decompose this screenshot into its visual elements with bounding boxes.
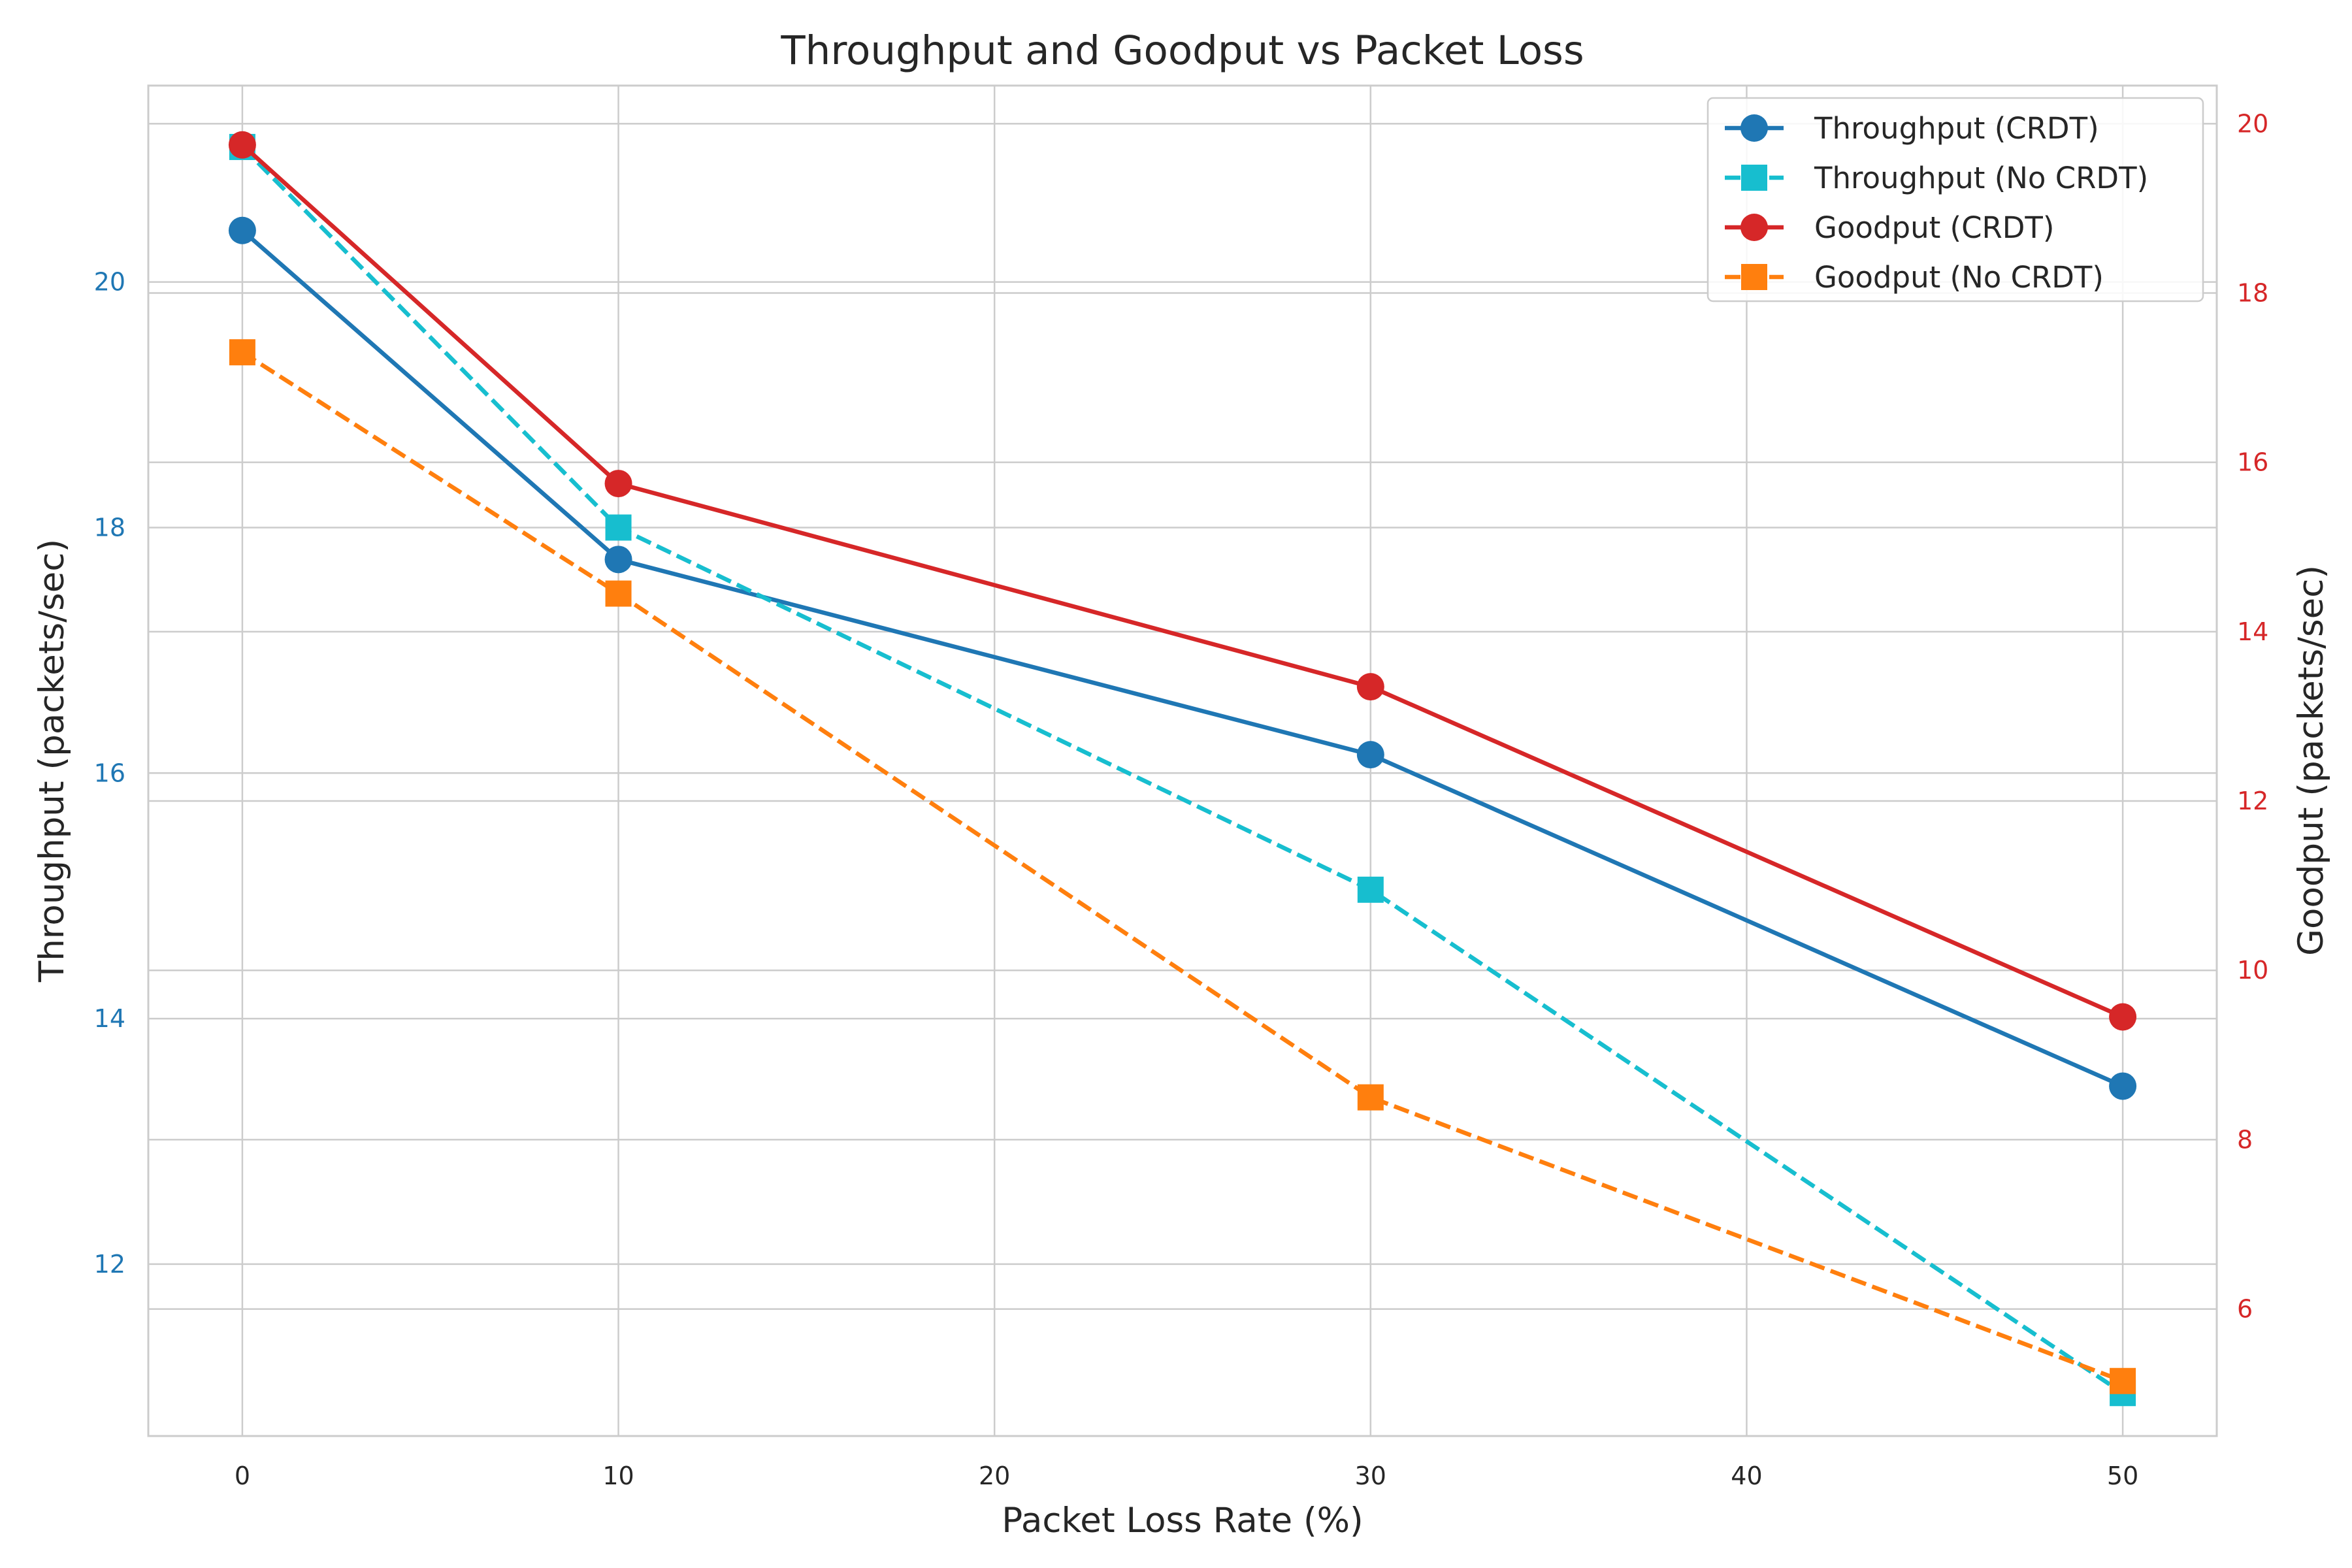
- legend-marker: [1740, 114, 1768, 142]
- data-point: [2110, 1367, 2136, 1394]
- series-line: [240, 143, 2124, 1019]
- y-right-tick-label: 14: [2237, 617, 2268, 646]
- y-right-tick-label: 8: [2237, 1125, 2253, 1154]
- x-tick-label: 20: [979, 1462, 1010, 1490]
- y-right-tick-label: 16: [2237, 448, 2268, 477]
- data-point: [2109, 1072, 2137, 1100]
- y-axis-left-label: Throughput (packets/sec): [32, 539, 72, 983]
- data-point: [605, 514, 632, 541]
- series-line: [241, 350, 2124, 1383]
- x-tick-label: 30: [1355, 1462, 1386, 1490]
- series-layer: [228, 131, 2137, 1407]
- y-left-tick-label: 20: [94, 268, 125, 297]
- legend-item: Throughput (CRDT): [1725, 111, 2099, 146]
- series-goodput-no-crdt: [229, 339, 2136, 1394]
- y-right-tick-label: 12: [2237, 787, 2268, 815]
- series-line: [240, 145, 2124, 1395]
- data-point: [605, 580, 632, 607]
- series-throughput-crdt: [228, 216, 2137, 1100]
- y-right-tick-label: 18: [2237, 279, 2268, 308]
- legend: Throughput (CRDT) Throughput (No CRDT) Goo…: [1707, 97, 2204, 302]
- y-left-tick-label: 18: [94, 513, 125, 542]
- legend-label: Throughput (CRDT): [1814, 111, 2099, 146]
- data-point: [604, 546, 632, 574]
- chart-title: Throughput and Goodput vs Packet Loss: [780, 27, 1584, 74]
- data-point: [1357, 1084, 1384, 1111]
- y-left-tick-label: 16: [94, 759, 125, 787]
- data-point: [229, 339, 255, 366]
- x-tick-label: 40: [1731, 1462, 1762, 1490]
- x-axis-label: Packet Loss Rate (%): [1002, 1501, 1363, 1541]
- y-right-tick-label: 10: [2237, 956, 2268, 985]
- data-point: [228, 131, 256, 159]
- x-tick-label: 0: [235, 1462, 250, 1490]
- y-axis-right-label: Goodput (packets/sec): [2291, 565, 2331, 956]
- tick-labels: 0 10 20 30 40 50 12 14 16 18 20 6 8 10 12 14 16 18 20: [94, 109, 2269, 1490]
- legend-marker: [1741, 264, 1767, 290]
- data-point: [604, 470, 632, 498]
- data-point: [228, 216, 256, 244]
- legend-marker: [1740, 214, 1768, 241]
- x-tick-label: 10: [602, 1462, 634, 1490]
- legend-label: Goodput (CRDT): [1814, 210, 2054, 245]
- legend-item: Goodput (No CRDT): [1725, 260, 2104, 295]
- series-goodput-crdt: [228, 131, 2137, 1031]
- series-line: [240, 229, 2124, 1088]
- x-tick-label: 50: [2107, 1462, 2138, 1490]
- y-left-tick-label: 12: [94, 1250, 125, 1279]
- data-point: [1357, 876, 1384, 903]
- legend-item: Goodput (CRDT): [1725, 210, 2054, 245]
- legend-label: Goodput (No CRDT): [1814, 260, 2104, 295]
- data-point: [1356, 741, 1384, 769]
- legend-marker: [1741, 165, 1767, 191]
- data-point: [2109, 1003, 2137, 1031]
- plot-frame: [147, 84, 2218, 1437]
- y-right-tick-label: 20: [2237, 109, 2268, 138]
- data-point: [1356, 673, 1384, 701]
- legend-label: Throughput (No CRDT): [1814, 161, 2148, 195]
- y-left-tick-label: 14: [94, 1004, 125, 1033]
- legend-box: [1707, 97, 2204, 302]
- legend-item: Throughput (No CRDT): [1725, 161, 2148, 195]
- y-right-tick-label: 6: [2237, 1295, 2253, 1324]
